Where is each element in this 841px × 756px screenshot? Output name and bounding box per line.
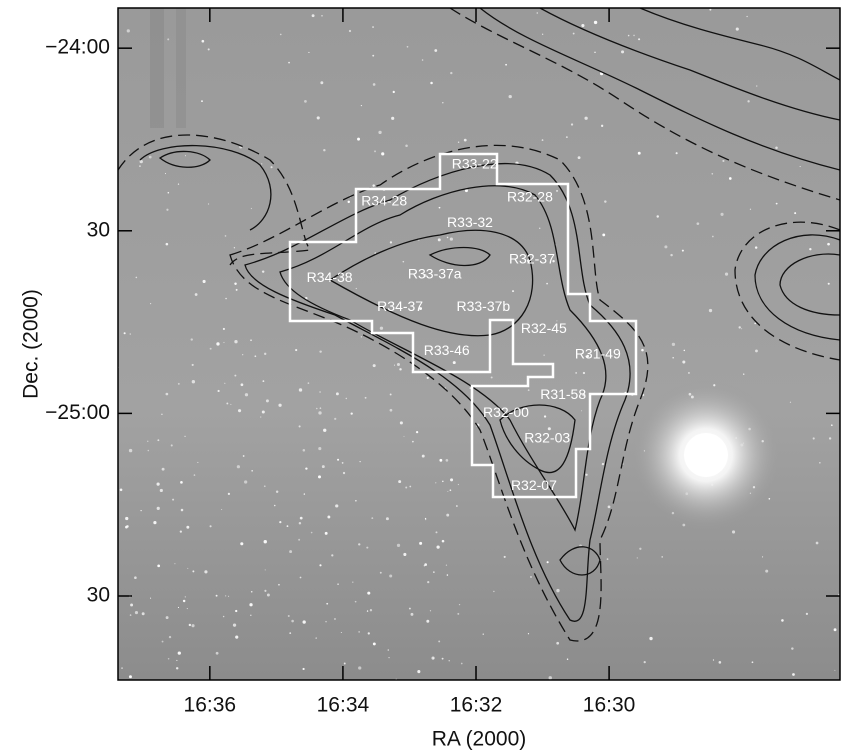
- x-tick-label: 16:30: [583, 694, 636, 717]
- region-label: R32-03: [524, 430, 570, 446]
- region-label: R32-00: [483, 404, 529, 420]
- region-label: R34-38: [307, 269, 353, 285]
- region-label: R32-07: [511, 477, 557, 493]
- region-label: R33-37b: [456, 298, 510, 314]
- y-tick-label: 30: [87, 584, 110, 607]
- y-tick-label: −25:00: [45, 401, 110, 424]
- region-label: R32-28: [507, 189, 553, 205]
- region-label: R34-37: [377, 298, 423, 314]
- survey-outline: [288, 152, 638, 499]
- region-label: R31-49: [575, 346, 621, 362]
- y-tick-label: 30: [87, 218, 110, 241]
- region-label: R34-28: [361, 192, 407, 208]
- x-tick-label: 16:34: [317, 694, 370, 717]
- region-label: R33-32: [447, 214, 493, 230]
- y-axis-label: Dec. (2000): [20, 289, 43, 399]
- region-label: R33-22: [452, 156, 498, 172]
- region-label: R33-46: [424, 342, 470, 358]
- y-tick-label: −24:00: [45, 36, 110, 59]
- x-axis-label: RA (2000): [432, 728, 527, 751]
- region-label: R32-45: [521, 320, 567, 336]
- plot-frame: [117, 7, 841, 681]
- region-label: R31-58: [540, 386, 586, 402]
- x-tick-label: 16:32: [450, 694, 503, 717]
- x-tick-label: 16:36: [184, 694, 237, 717]
- region-label: R33-37a: [408, 265, 462, 281]
- region-label: R32-37: [509, 251, 555, 267]
- sky-image: R33-22 R34-28 R32-28 R33-32 R34-38 R33-37a R32…: [118, 8, 840, 680]
